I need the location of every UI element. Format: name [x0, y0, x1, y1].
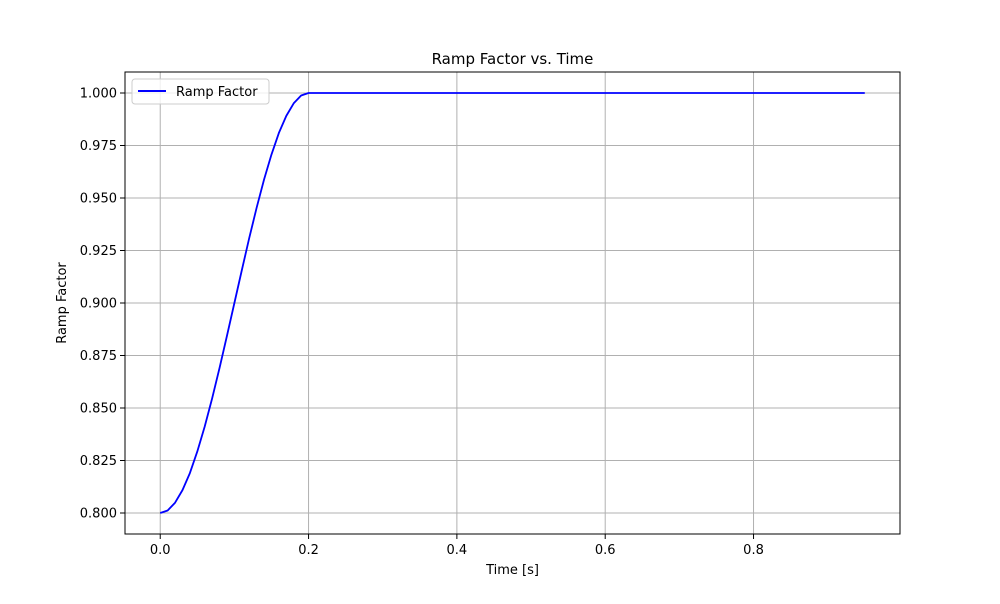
y-tick-label: 0.800 — [80, 507, 117, 522]
x-tick-label: 0.8 — [743, 543, 764, 558]
x-axis-ticks: 0.0 0.2 0.4 0.6 0.8 — [150, 534, 764, 558]
x-axis-label: Time [s] — [485, 563, 539, 578]
chart-title: Ramp Factor vs. Time — [432, 50, 594, 68]
x-tick-label: 0.0 — [150, 543, 171, 558]
x-tick-label: 0.2 — [298, 543, 319, 558]
y-tick-label: 0.850 — [80, 402, 117, 417]
x-tick-label: 0.6 — [595, 543, 616, 558]
grid — [125, 72, 900, 534]
y-tick-label: 0.875 — [80, 349, 117, 364]
y-tick-label: 0.975 — [80, 139, 117, 154]
y-axis-ticks: 0.800 0.825 0.850 0.875 0.900 0.925 0.950 0.975… — [80, 87, 125, 522]
x-tick-label: 0.4 — [447, 543, 468, 558]
legend-label: Ramp Factor — [176, 85, 258, 100]
legend: Ramp Factor — [131, 78, 270, 105]
y-tick-label: 0.825 — [80, 454, 117, 469]
y-tick-label: 0.950 — [80, 192, 117, 207]
series-line-ramp-factor — [159, 92, 865, 514]
series-layer — [159, 92, 865, 514]
y-tick-label: 1.000 — [80, 87, 117, 102]
y-tick-label: 0.900 — [80, 297, 117, 312]
legend-box — [131, 78, 270, 105]
y-tick-label: 0.925 — [80, 244, 117, 259]
y-axis-label: Ramp Factor — [55, 262, 70, 344]
